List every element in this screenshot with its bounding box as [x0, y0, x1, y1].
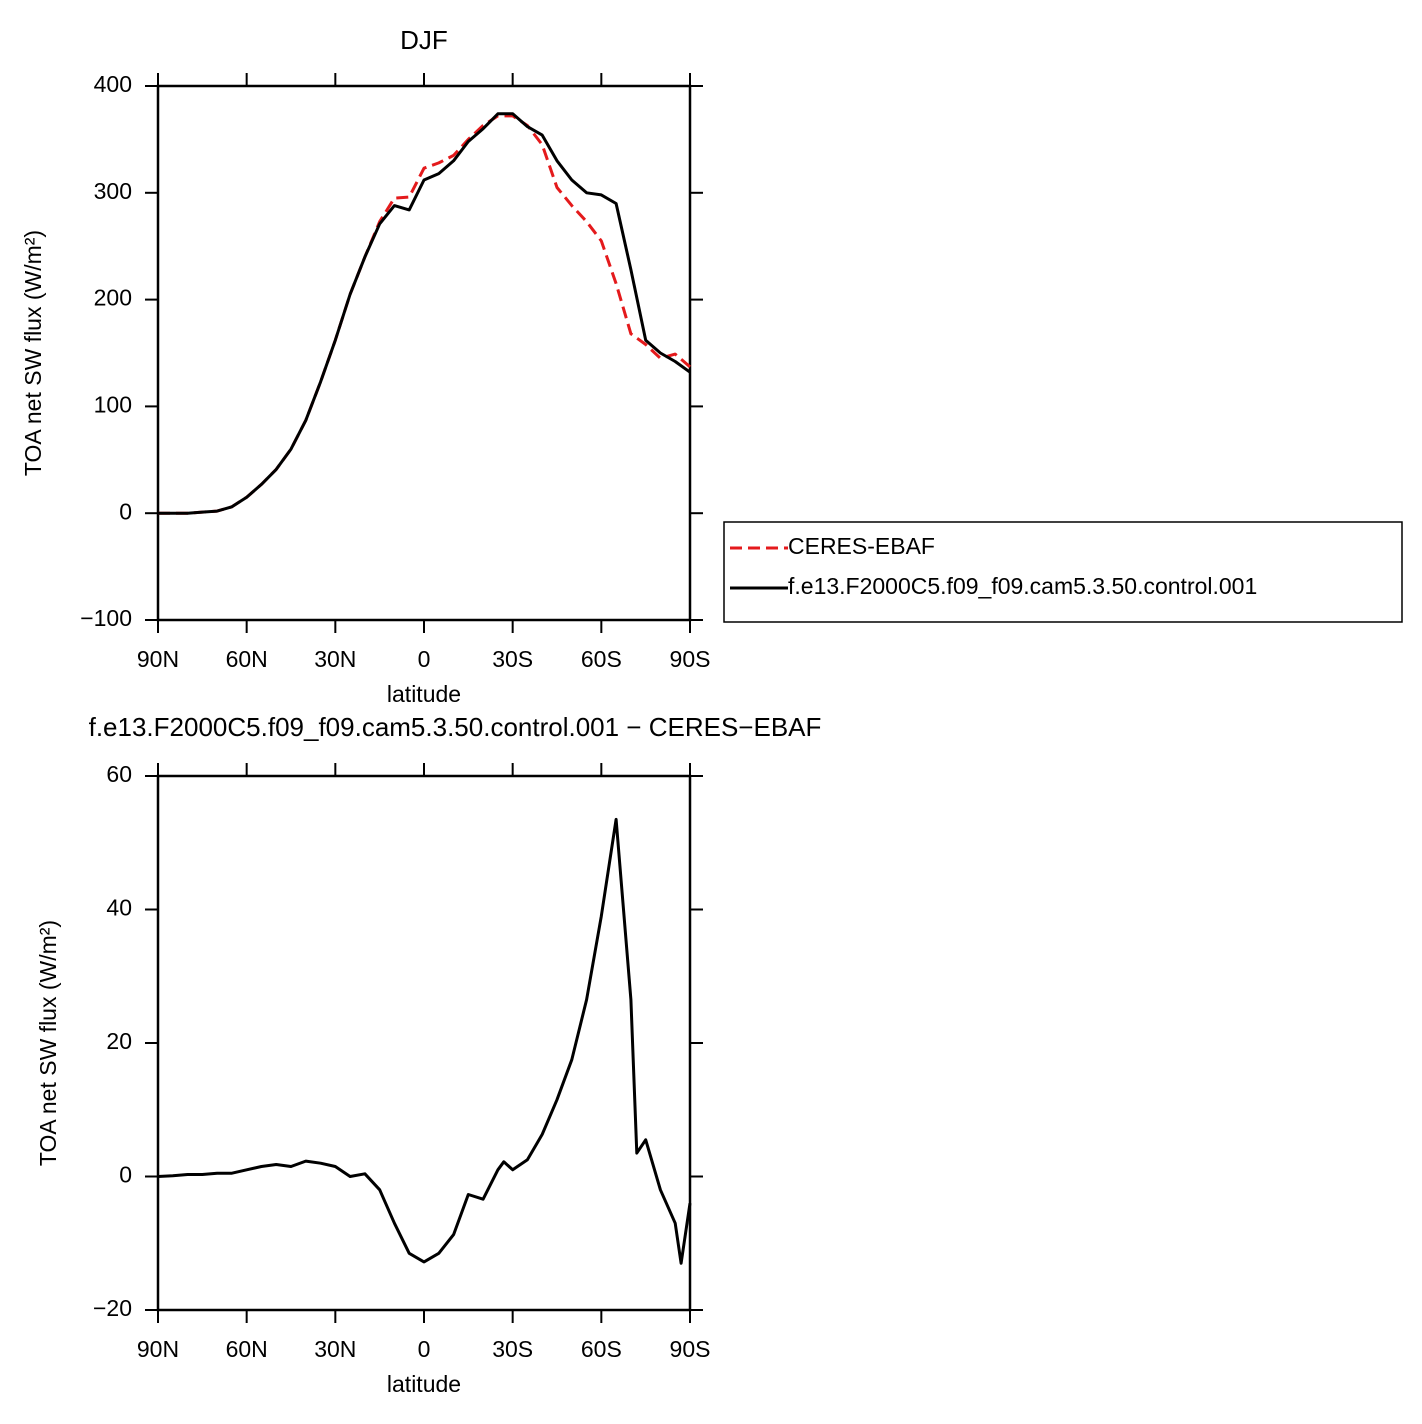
y-tick-label: 100: [94, 391, 132, 417]
legend-label: CERES-EBAF: [788, 533, 935, 559]
y-tick-label: −20: [93, 1295, 132, 1321]
y-tick-label: −100: [80, 605, 132, 631]
x-tick-label: 60N: [226, 646, 268, 672]
chart-title: f.e13.F2000C5.f09_f09.cam5.3.50.control.…: [89, 712, 822, 742]
x-tick-label: 30N: [314, 646, 356, 672]
y-tick-label: 300: [94, 178, 132, 204]
x-tick-label: 60N: [226, 1336, 268, 1362]
x-tick-label: 30N: [314, 1336, 356, 1362]
x-tick-label: 90S: [670, 1336, 711, 1362]
y-axis-label: TOA net SW flux (W/m²): [35, 920, 61, 1166]
x-axis-label: latitude: [387, 681, 461, 707]
data-line: [158, 112, 691, 515]
plot-frame: [156, 84, 692, 622]
x-tick-label: 0: [418, 1336, 431, 1362]
y-tick-label: 0: [119, 1162, 132, 1188]
x-tick-label: 90N: [137, 646, 179, 672]
legend-label: f.e13.F2000C5.f09_f09.cam5.3.50.control.…: [788, 573, 1257, 599]
y-tick-label: 60: [106, 761, 132, 787]
y-tick-label: 400: [94, 71, 132, 97]
legend-box: [723, 521, 1403, 623]
plot-frame: [156, 774, 692, 1312]
x-tick-label: 60S: [581, 1336, 622, 1362]
x-axis-label: latitude: [387, 1371, 461, 1397]
x-tick-label: 30S: [492, 646, 533, 672]
chart-title: DJF: [400, 25, 448, 55]
x-tick-label: 0: [418, 646, 431, 672]
y-tick-label: 40: [106, 895, 132, 921]
y-axis-label: TOA net SW flux (W/m²): [20, 230, 46, 476]
data-line: [157, 817, 692, 1265]
x-tick-label: 90N: [137, 1336, 179, 1362]
x-tick-label: 30S: [492, 1336, 533, 1362]
y-tick-label: 0: [119, 498, 132, 524]
x-tick-label: 90S: [670, 646, 711, 672]
x-tick-label: 60S: [581, 646, 622, 672]
y-tick-label: 200: [94, 285, 132, 311]
y-tick-label: 20: [106, 1028, 132, 1054]
